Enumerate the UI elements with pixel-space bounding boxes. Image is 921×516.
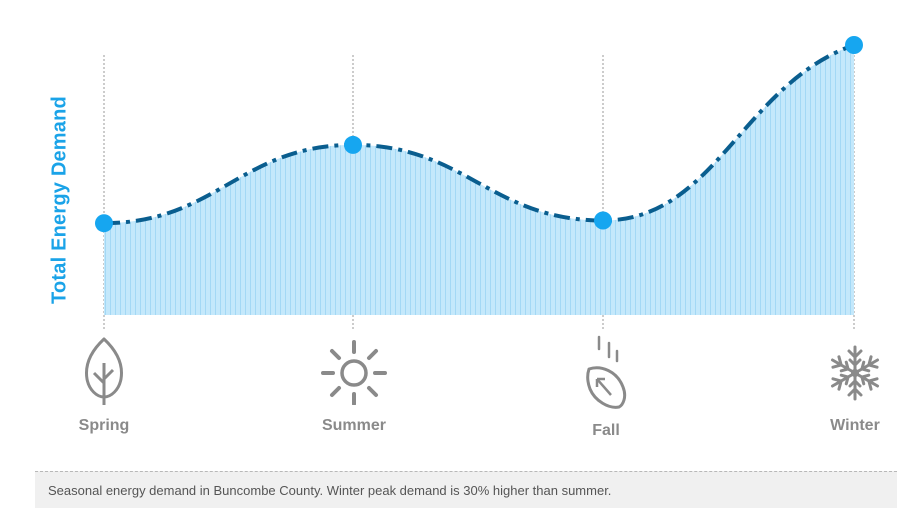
data-point-summer [344,135,362,154]
snowflake-icon [827,345,883,401]
data-point-fall [594,211,612,230]
season-label-winter: Winter [830,417,880,434]
demand-line [103,43,855,226]
season-label-fall: Fall [592,422,620,439]
season-spring: Spring [44,335,164,435]
sun-icon [321,340,387,405]
season-label-spring: Spring [78,417,130,434]
data-points [95,36,863,233]
season-summer: Summer [294,335,414,435]
demand-area [104,45,854,315]
caption-box: Seasonal energy demand in Buncombe Count… [35,471,897,508]
season-fall: Fall [546,335,666,440]
leaf-icon [85,337,123,405]
chart-caption: Seasonal energy demand in Buncombe Count… [48,483,612,498]
data-point-winter [845,36,863,54]
falling-leaf-icon [586,335,627,409]
season-winter: Winter [795,335,915,435]
data-point-spring [95,214,113,233]
season-label-summer: Summer [321,417,387,434]
demand-chart [95,36,863,330]
